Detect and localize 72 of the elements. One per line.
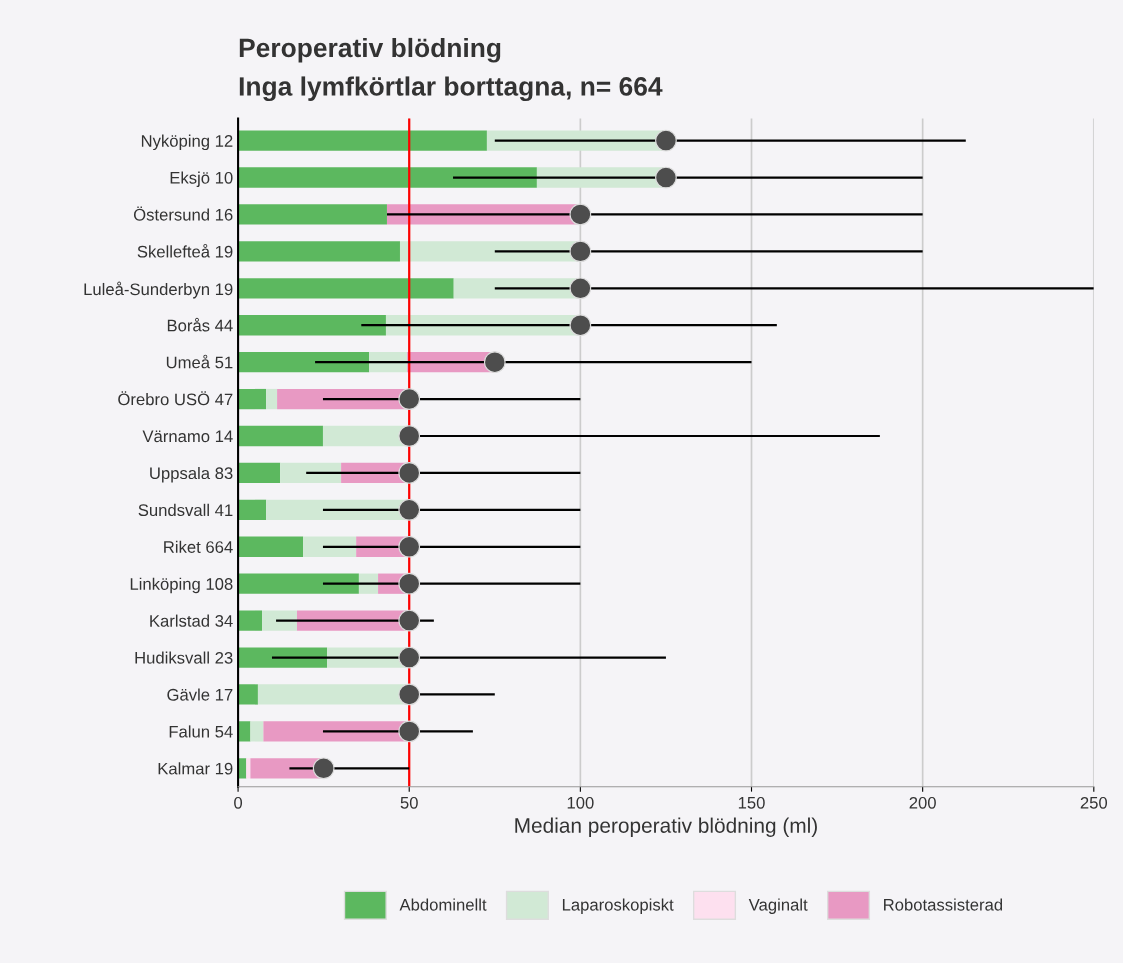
y-tick-label: Luleå-Sunderbyn 19: [84, 281, 233, 299]
point: [312, 757, 335, 780]
point: [398, 425, 421, 447]
point: [398, 462, 421, 484]
chart-title: Peroperativ blödning: [239, 37, 501, 63]
bar: [238, 241, 400, 262]
point: [398, 572, 421, 595]
bar: [238, 499, 267, 520]
bar: [238, 388, 267, 410]
bar: [238, 425, 323, 447]
y-tick-label: Uppsala 83: [150, 466, 233, 483]
point: [398, 535, 421, 558]
x-tick-label: 150: [738, 796, 765, 809]
y-tick-label: Borås 44: [167, 317, 233, 332]
x-tick-label: 100: [567, 796, 594, 809]
x-axis-title: Median peroperativ blödning (ml): [515, 817, 817, 838]
bar: [238, 167, 537, 188]
point: [398, 646, 421, 669]
point: [398, 609, 421, 632]
bar: [250, 721, 264, 742]
point: [398, 498, 421, 521]
y-tick-label: Örebro USÖ 47: [118, 391, 233, 406]
bar: [246, 758, 251, 779]
y-tick-label: Sundsvall 41: [138, 503, 233, 517]
bar: [238, 204, 387, 225]
bar: [238, 573, 359, 594]
y-tick-label: Eksjö 10: [170, 171, 233, 188]
bar: [238, 684, 258, 705]
point: [569, 277, 592, 300]
point: [655, 166, 677, 189]
bar: [266, 388, 278, 410]
legend-label: Vaginalt: [748, 898, 808, 914]
y-tick-label: Östersund 16: [133, 206, 233, 221]
y-tick-label: Värnamo 14: [142, 430, 233, 443]
bar: [238, 315, 386, 336]
point: [398, 388, 421, 410]
bar: [280, 462, 342, 484]
y-tick-label: Linköping 108: [130, 577, 233, 594]
y-tick-label: Hudiksvall 23: [135, 651, 233, 664]
bar: [238, 536, 304, 557]
y-tick-label: Umeå 51: [166, 354, 233, 369]
x-tick-label: 200: [909, 796, 936, 809]
y-tick-label: Kalmar 19: [158, 762, 233, 775]
legend-label: Laparoskopiskt: [562, 898, 674, 914]
point: [483, 351, 506, 374]
bar: [238, 130, 487, 151]
bar: [238, 278, 454, 299]
x-tick-label: 0: [234, 796, 243, 809]
bar: [262, 610, 297, 631]
point: [569, 314, 592, 337]
bar: [238, 610, 263, 631]
y-tick-label: Nyköping 12: [141, 134, 233, 151]
point: [569, 203, 592, 226]
point: [655, 129, 677, 152]
point: [398, 683, 421, 706]
y-tick-label: Gävle 17: [167, 688, 233, 701]
point: [569, 240, 592, 263]
y-tick-label: Skellefteå 19: [137, 243, 233, 258]
x-tick-label: 250: [1080, 796, 1108, 809]
point: [398, 720, 421, 743]
legend-label: Abdominellt: [399, 898, 487, 911]
bar: [238, 351, 370, 373]
bar: [238, 721, 251, 742]
bar: [238, 462, 281, 484]
bar: [238, 647, 328, 668]
bar: [303, 536, 357, 557]
legend-label: Robotassisterad: [884, 898, 1003, 911]
x-tick-label: 50: [400, 796, 418, 809]
chart-subtitle: Inga lymfkörtlar borttagna, n= 664: [239, 76, 663, 102]
y-tick-label: Riket 664: [164, 540, 233, 553]
y-tick-label: Karlstad 34: [150, 614, 233, 627]
y-tick-label: Falun 54: [169, 725, 233, 738]
